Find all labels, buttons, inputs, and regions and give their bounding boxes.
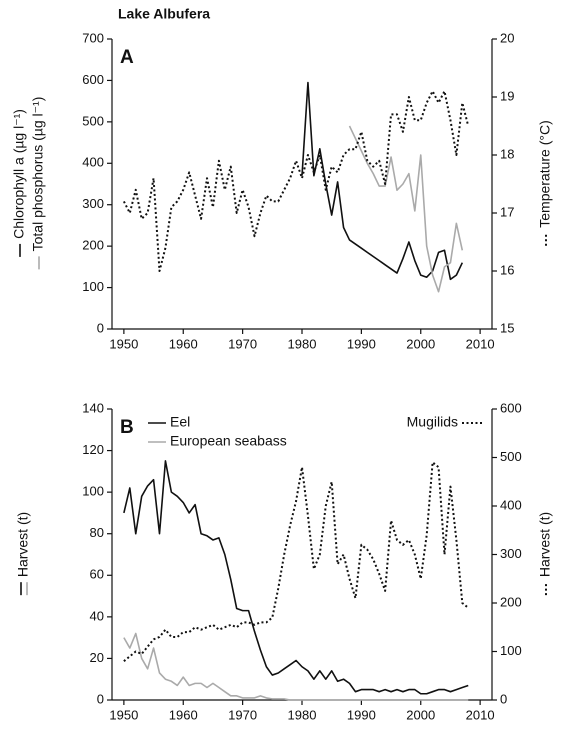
- x-tick-label: 1950: [109, 336, 138, 351]
- y-axis-label: Total phosphorus (µg l⁻¹): [30, 97, 46, 270]
- y2-tick-label: 100: [500, 643, 522, 658]
- y-tick-label: 40: [90, 608, 104, 623]
- y2-tick-label: 18: [500, 146, 514, 161]
- y-tick-label: 200: [82, 238, 104, 253]
- y-tick-label: 600: [82, 72, 104, 87]
- y-tick-label: 100: [82, 484, 104, 499]
- y-axis-label: Harvest (t): [15, 512, 31, 596]
- y2-axis-label-text: Temperature (°C): [537, 120, 553, 228]
- y2-axis-label: Temperature (°C): [537, 120, 553, 246]
- y2-tick-label: 300: [500, 546, 522, 561]
- y-tick-label: 0: [97, 320, 104, 335]
- x-tick-label: 1980: [288, 707, 317, 722]
- y-tick-label: 120: [82, 442, 104, 457]
- y2-tick-label: 0: [500, 691, 507, 706]
- y2-tick-label: 400: [500, 497, 522, 512]
- y2-tick-label: 600: [500, 400, 522, 415]
- x-tick-label: 1970: [228, 707, 257, 722]
- series-line: [301, 81, 464, 281]
- y-tick-label: 60: [90, 567, 104, 582]
- y2-tick-label: 500: [500, 449, 522, 464]
- y-tick-label: 20: [90, 650, 104, 665]
- panel-label: B: [120, 417, 134, 438]
- y-axis-label-text: Harvest (t): [15, 512, 31, 577]
- y-tick-label: 500: [82, 113, 104, 128]
- x-tick-label: 1960: [169, 707, 198, 722]
- x-tick-label: 1950: [109, 707, 138, 722]
- x-tick-label: 2010: [466, 336, 495, 351]
- series-line: [123, 632, 469, 701]
- x-tick-label: 2000: [406, 707, 435, 722]
- x-tick-label: 1960: [169, 336, 198, 351]
- series-line: [123, 461, 469, 662]
- series-line: [123, 460, 469, 695]
- y2-axis-label-text: Harvest (t): [537, 512, 553, 577]
- y2-tick-label: 20: [500, 30, 514, 45]
- y-tick-label: 300: [82, 196, 104, 211]
- y2-tick-label: 19: [500, 88, 514, 103]
- y-tick-label: 400: [82, 155, 104, 170]
- y-axis-label-text: Total phosphorus (µg l⁻¹): [30, 97, 46, 252]
- x-tick-label: 2010: [466, 707, 495, 722]
- chart-title: Lake Albufera: [118, 6, 210, 22]
- y-axis-label: Chlorophyll a (µg l⁻¹): [11, 109, 27, 257]
- x-tick-label: 1990: [347, 336, 376, 351]
- series-line: [348, 125, 464, 293]
- legend-label: Mugilids: [407, 414, 458, 430]
- y-tick-label: 100: [82, 279, 104, 294]
- legend-label: European seabass: [170, 433, 287, 449]
- panel-label: A: [120, 47, 134, 68]
- y-axis-label-text: Chlorophyll a (µg l⁻¹): [11, 109, 27, 239]
- x-tick-label: 1990: [347, 707, 376, 722]
- y-tick-label: 80: [90, 525, 104, 540]
- y2-tick-label: 200: [500, 594, 522, 609]
- y2-tick-label: 17: [500, 204, 514, 219]
- series-line: [122, 90, 470, 272]
- y2-axis-label: Harvest (t): [537, 512, 553, 596]
- x-tick-label: 2000: [406, 336, 435, 351]
- x-tick-label: 1980: [288, 336, 317, 351]
- y-tick-label: 700: [82, 30, 104, 45]
- x-tick-label: 1970: [228, 336, 257, 351]
- y2-tick-label: 15: [500, 320, 514, 335]
- y-tick-label: 140: [82, 400, 104, 415]
- y-tick-label: 0: [97, 691, 104, 706]
- legend-label: Eel: [170, 414, 190, 430]
- y2-tick-label: 16: [500, 262, 514, 277]
